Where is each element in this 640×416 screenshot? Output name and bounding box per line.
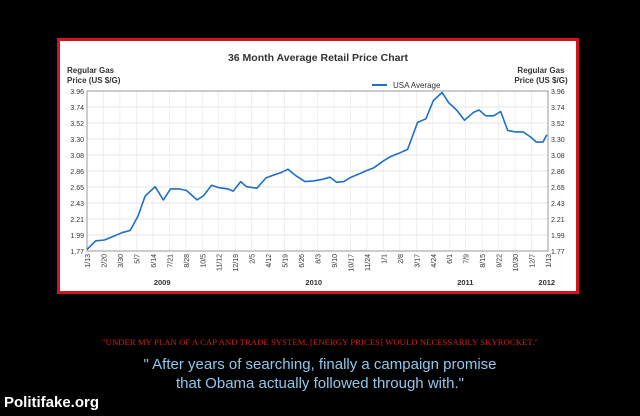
y-tick-label-right: 1.77 <box>551 249 565 256</box>
quote-text: "UNDER MY PLAN OF A CAP AND TRADE SYSTEM… <box>102 337 538 347</box>
year-label: 2009 <box>154 278 171 287</box>
x-tick-label: 6/14 <box>151 254 158 268</box>
y-tick-label-left: 3.08 <box>70 153 84 160</box>
x-tick-label: 2/5 <box>250 254 257 264</box>
legend-label: USA Average <box>393 81 441 90</box>
x-tick-label: 3/30 <box>118 254 125 268</box>
y-tick-label-right: 3.08 <box>551 153 565 160</box>
x-tick-label: 4/12 <box>266 254 273 268</box>
plot-area-border <box>86 90 549 252</box>
x-tick-label: 5/7 <box>134 254 141 264</box>
x-tick-label: 6/1 <box>447 254 454 264</box>
x-tick-label: 2/8 <box>398 254 405 264</box>
caption-line-2: that Obama actually followed through wit… <box>176 375 464 392</box>
x-tick-label: 3/17 <box>414 254 421 268</box>
y-axis-label-right-line1: Regular Gas <box>517 66 565 75</box>
x-tick-label: 8/28 <box>184 254 191 268</box>
y-tick-label-right: 3.74 <box>551 105 565 112</box>
y-tick-label-right: 3.30 <box>551 137 565 144</box>
y-axis-label-left-line1: Regular Gas <box>67 66 115 75</box>
x-tick-label: 1/1 <box>381 254 388 264</box>
x-tick-label: 8/3 <box>316 254 323 264</box>
x-tick-label: 7/9 <box>464 254 471 264</box>
series-line-usa-average <box>86 91 548 251</box>
x-tick-label: 1/13 <box>85 254 92 268</box>
x-tick-label: 10/5 <box>200 254 207 268</box>
x-tick-label: 12/7 <box>530 254 537 268</box>
y-tick-label-left: 2.65 <box>70 185 84 192</box>
y-tick-label-left: 3.96 <box>70 89 84 96</box>
y-tick-label-right: 2.65 <box>551 185 565 192</box>
y-axis-label-right-line2: Price (US $/G) <box>514 76 568 85</box>
y-tick-label-right: 3.96 <box>551 89 565 96</box>
y-tick-label-left: 2.43 <box>70 201 84 208</box>
x-tick-label: 7/21 <box>167 254 174 268</box>
gas-price-chart: 36 Month Average Retail Price Chart Regu… <box>67 52 568 287</box>
chart-title: 36 Month Average Retail Price Chart <box>228 52 409 64</box>
x-tick-label: 6/26 <box>299 254 306 268</box>
x-tick-label: 4/24 <box>431 254 438 268</box>
y-tick-label-left: 3.30 <box>70 137 84 144</box>
legend: USA Average <box>372 81 441 90</box>
x-tick-label: 11/24 <box>365 254 372 271</box>
y-tick-label-left: 2.86 <box>70 169 84 176</box>
y-tick-label-right: 2.21 <box>551 217 565 224</box>
x-tick-label: 8/15 <box>480 254 487 268</box>
y-tick-label-left: 3.52 <box>70 121 84 128</box>
year-label: 2010 <box>305 278 322 287</box>
y-tick-label-right: 1.99 <box>551 233 565 240</box>
chart-frame: 36 Month Average Retail Price Chart Regu… <box>57 38 579 294</box>
year-label: 2012 <box>538 278 555 287</box>
x-tick-label: 10/17 <box>348 254 355 272</box>
site-watermark: Politifake.org <box>4 394 100 411</box>
x-tick-label: 1/13 <box>546 254 553 268</box>
y-tick-label-right: 2.43 <box>551 201 565 208</box>
y-tick-label-left: 3.74 <box>70 105 84 112</box>
x-tick-label: 9/22 <box>497 254 504 268</box>
y-axis-label-left-line2: Price (US $/G) <box>67 76 121 85</box>
year-label: 2011 <box>457 278 473 287</box>
x-tick-label: 2/20 <box>101 254 108 268</box>
x-tick-label: 9/10 <box>332 254 339 268</box>
y-axis-label-right: Regular Gas Price (US $/G) <box>514 66 568 85</box>
x-tick-label: 11/12 <box>217 254 224 271</box>
y-tick-label-left: 1.77 <box>70 249 84 256</box>
y-tick-label-right: 3.52 <box>551 121 565 128</box>
y-tick-label-left: 1.99 <box>70 233 84 240</box>
y-tick-label-right: 2.86 <box>551 169 565 176</box>
x-tick-label: 12/19 <box>233 254 240 272</box>
caption: " After years of searching, finally a ca… <box>0 355 640 393</box>
y-axis-label-left: Regular Gas Price (US $/G) <box>67 66 121 85</box>
caption-line-1: " After years of searching, finally a ca… <box>143 356 497 373</box>
x-tick-label: 10/30 <box>513 254 520 272</box>
x-tick-label: 5/19 <box>283 254 290 268</box>
y-tick-label-left: 2.21 <box>70 217 84 224</box>
